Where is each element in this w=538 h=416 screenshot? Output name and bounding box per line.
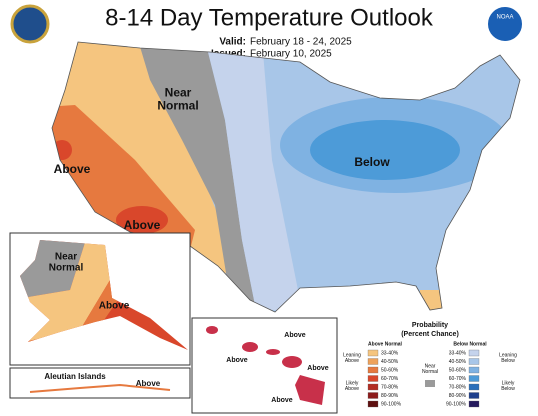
legend-swatch — [367, 349, 379, 357]
legend-near-swatch — [425, 380, 435, 387]
label-above: Above — [284, 332, 306, 339]
legend-above-header: Above Normal — [368, 341, 403, 347]
legend-swatch — [367, 375, 379, 382]
label-above: Above — [307, 365, 329, 372]
legend-class-label: 40-50% — [381, 359, 399, 365]
valid-label: Valid: — [219, 37, 246, 48]
legend: Probability (Percent Chance) Above Norma… — [343, 322, 517, 407]
legend-class-label: 70-80% — [381, 384, 399, 390]
doc-logo — [10, 4, 50, 44]
legend-class-label: 40-50% — [449, 359, 467, 365]
label-near-normal: Near Normal — [49, 251, 84, 273]
legend-likely-above: Likely Above — [345, 381, 359, 393]
legend-swatch — [367, 383, 379, 391]
legend-below-header: Below Normal — [453, 341, 487, 347]
legend-class-label: 33-40% — [449, 350, 467, 356]
legend-swatch — [367, 366, 379, 374]
label-above: Above — [124, 218, 161, 232]
legend-class-label: 90-100% — [381, 401, 402, 407]
label-above: Above — [99, 301, 130, 312]
legend-leaning-below: Leaning Below — [499, 353, 517, 365]
legend-swatch — [468, 366, 480, 374]
legend-swatch — [468, 400, 480, 408]
legend-swatch — [468, 349, 480, 357]
label-near-normal: Near Normal — [157, 86, 198, 113]
aleutian-islands — [29, 383, 171, 393]
legend-class-label: 80-90% — [449, 393, 467, 399]
legend-subtitle: (Percent Chance) — [401, 331, 459, 338]
label-below: Below — [354, 155, 390, 169]
logo-text: NOAA — [496, 15, 513, 21]
legend-leaning-above: Leaning Above — [343, 353, 361, 365]
hawaii-islands — [206, 326, 325, 405]
legend-class-label: 90-100% — [446, 401, 467, 407]
legend-swatch — [468, 375, 480, 382]
noaa-logo — [486, 5, 524, 43]
legend-class-label: 50-60% — [381, 367, 399, 373]
legend-swatch — [468, 383, 480, 391]
title: 8-14 Day Temperature Outlook — [105, 4, 434, 31]
legend-title: Probability — [412, 322, 448, 329]
label-above: Above — [226, 357, 248, 364]
label-above: Above — [54, 162, 91, 176]
legend-class-label: 70-80% — [449, 384, 467, 390]
legend-likely-below: Likely Below — [501, 381, 515, 393]
legend-class-label: 60-70% — [381, 376, 399, 382]
legend-swatch — [367, 392, 379, 399]
legend-swatch — [468, 392, 480, 399]
valid: February 18 - 24, 2025 — [250, 37, 352, 48]
aleutian-title: Aleutian Islands — [44, 372, 106, 381]
aleutian-inset — [9, 367, 191, 399]
label-above: Above — [271, 397, 293, 404]
legend-swatch — [468, 358, 480, 365]
legend-class-label: 33-40% — [381, 350, 399, 356]
legend-swatch — [367, 358, 379, 365]
legend-class-label: 80-90% — [381, 393, 399, 399]
issued: February 10, 2025 — [250, 49, 332, 60]
legend-class-label: 60-70% — [449, 376, 467, 382]
legend-class-label: 50-60% — [449, 367, 467, 373]
legend-swatch — [367, 400, 379, 408]
legend-near: Near Normal — [422, 364, 438, 376]
label-above: Above — [136, 379, 161, 388]
